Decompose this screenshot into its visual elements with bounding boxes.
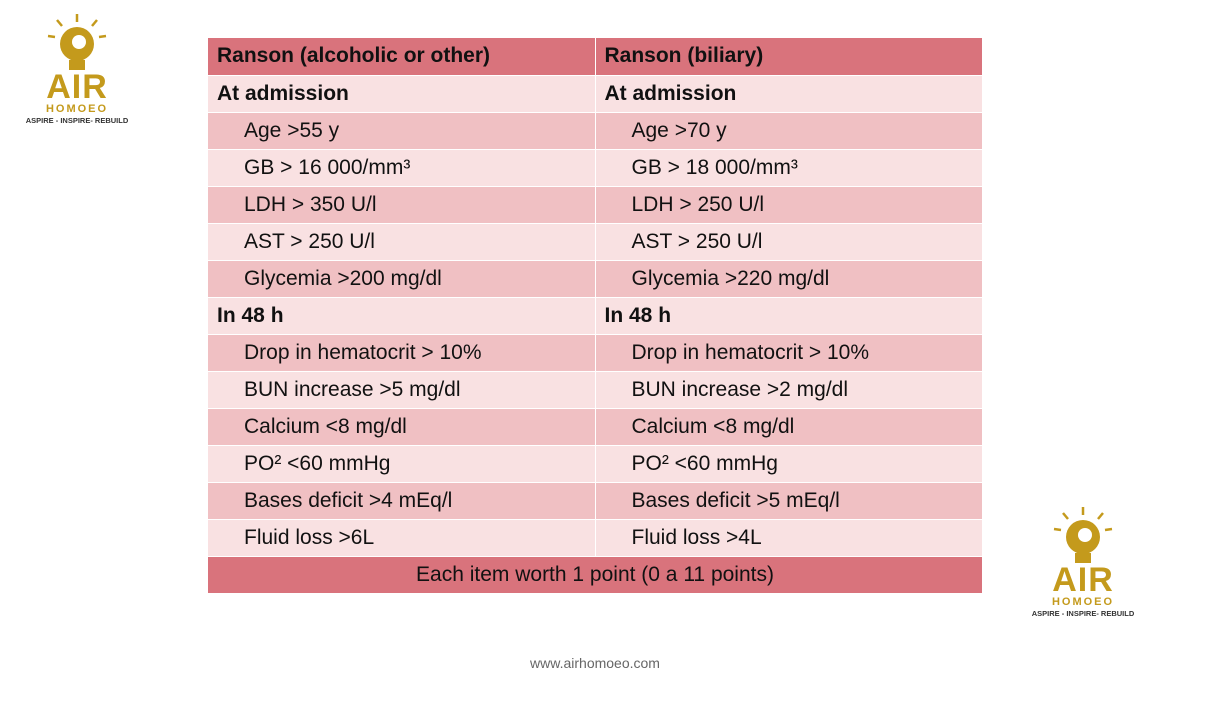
table-row: Each item worth 1 point (0 a 11 points): [207, 555, 983, 594]
table-cell: Bases deficit >5 mEq/l: [594, 481, 983, 520]
table-cell: Bases deficit >4 mEq/l: [207, 481, 596, 520]
table-cell: Age >70 y: [594, 111, 983, 150]
table-row: At admission At admission: [207, 74, 983, 113]
table-cell: BUN increase >2 mg/dl: [594, 370, 983, 409]
table-cell: LDH > 350 U/l: [207, 185, 596, 224]
logo-subtitle: HOMOEO: [1051, 596, 1115, 608]
ranson-table: Ranson (alcoholic or other) Ranson (bilia…: [207, 38, 983, 594]
table-row: LDH > 350 U/l LDH > 250 U/l: [207, 185, 983, 224]
logo-subtitle: HOMOEO: [45, 103, 109, 115]
table-cell: PO² <60 mmHg: [594, 444, 983, 483]
table-cell: GB > 16 000/mm³: [207, 148, 596, 187]
table-cell: Ranson (biliary): [594, 38, 983, 76]
table-cell: BUN increase >5 mg/dl: [207, 370, 596, 409]
table-cell: LDH > 250 U/l: [594, 185, 983, 224]
table-row: Ranson (alcoholic or other) Ranson (bilia…: [207, 38, 983, 76]
table-cell: AST > 250 U/l: [594, 222, 983, 261]
logo-tagline: ASPIRE - INSPIRE- REBUILD: [1031, 609, 1135, 618]
table-cell: Fluid loss >6L: [207, 518, 596, 557]
table-row: BUN increase >5 mg/dl BUN increase >2 mg/…: [207, 370, 983, 409]
logo-icon: [1053, 507, 1113, 563]
table-row: Glycemia >200 mg/dl Glycemia >220 mg/dl: [207, 259, 983, 298]
table-footer: Each item worth 1 point (0 a 11 points): [207, 555, 983, 594]
table-cell: Calcium <8 mg/dl: [594, 407, 983, 446]
table-cell: PO² <60 mmHg: [207, 444, 596, 483]
table-cell: Glycemia >220 mg/dl: [594, 259, 983, 298]
table-cell: Calcium <8 mg/dl: [207, 407, 596, 446]
table-row: Bases deficit >4 mEq/l Bases deficit >5 m…: [207, 481, 983, 520]
table-row: AST > 250 U/l AST > 250 U/l: [207, 222, 983, 261]
table-row: Drop in hematocrit > 10% Drop in hematocr…: [207, 333, 983, 372]
table-cell: Drop in hematocrit > 10%: [207, 333, 596, 372]
table-cell: Drop in hematocrit > 10%: [594, 333, 983, 372]
logo-title: AIR: [46, 68, 108, 106]
logo-title: AIR: [1052, 561, 1114, 599]
website: www.airhomoeo.com: [530, 655, 660, 671]
table-cell: Age >55 y: [207, 111, 596, 150]
table-cell: At admission: [207, 74, 596, 113]
logo: AIR HOMOEO ASPIRE - INSPIRE- REBUILD: [1028, 505, 1138, 619]
table-row: In 48 h In 48 h: [207, 296, 983, 335]
table-cell: GB > 18 000/mm³: [594, 148, 983, 187]
logo: AIR HOMOEO ASPIRE - INSPIRE- REBUILD: [22, 12, 132, 126]
table-cell: In 48 h: [594, 296, 983, 335]
table-row: Age >55 y Age >70 y: [207, 111, 983, 150]
table-row: GB > 16 000/mm³ GB > 18 000/mm³: [207, 148, 983, 187]
logo-icon: [47, 14, 107, 70]
table-row: Fluid loss >6L Fluid loss >4L: [207, 518, 983, 557]
table-cell: AST > 250 U/l: [207, 222, 596, 261]
table-row: PO² <60 mmHg PO² <60 mmHg: [207, 444, 983, 483]
table-cell: Ranson (alcoholic or other): [207, 38, 596, 76]
table-cell: Glycemia >200 mg/dl: [207, 259, 596, 298]
table-cell: Fluid loss >4L: [594, 518, 983, 557]
logo-tagline: ASPIRE - INSPIRE- REBUILD: [25, 116, 129, 125]
table-cell: At admission: [594, 74, 983, 113]
table-row: Calcium <8 mg/dl Calcium <8 mg/dl: [207, 407, 983, 446]
table-cell: In 48 h: [207, 296, 596, 335]
